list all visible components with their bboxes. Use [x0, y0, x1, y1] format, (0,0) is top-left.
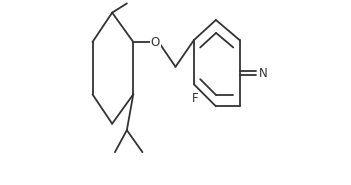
Text: O: O: [151, 36, 160, 48]
Text: N: N: [258, 67, 267, 80]
Text: F: F: [192, 92, 198, 105]
